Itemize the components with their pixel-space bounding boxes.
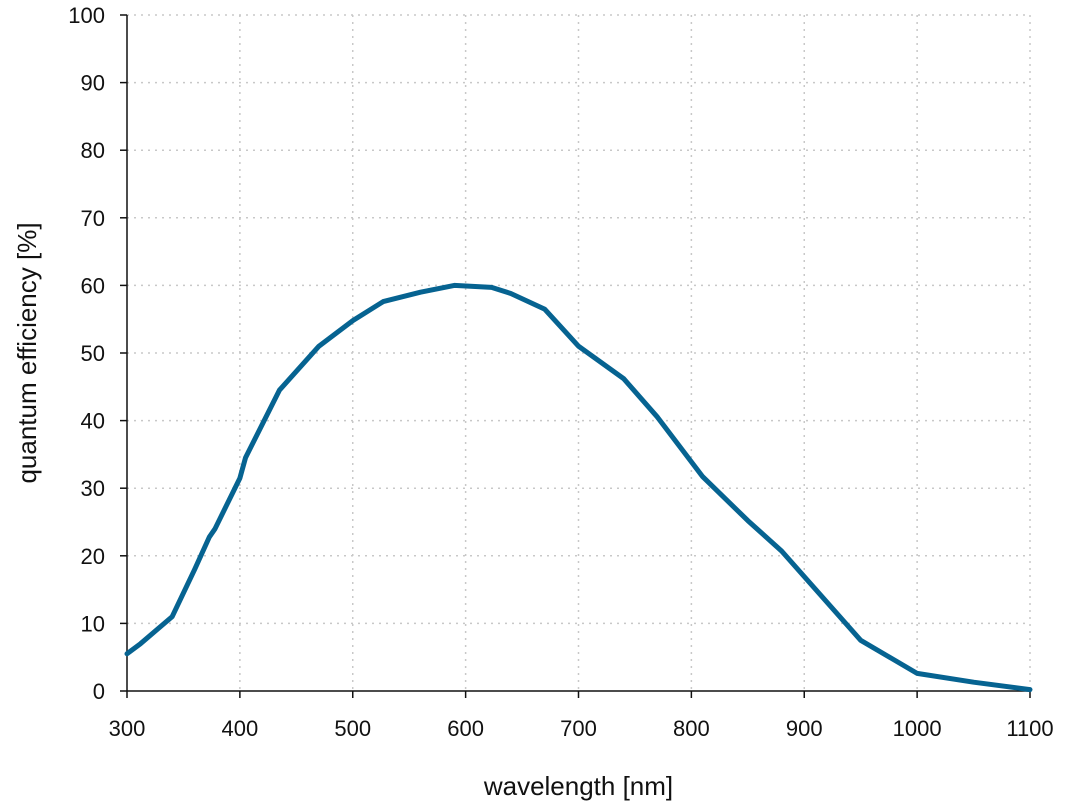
x-tick-label: 1100 [1006,716,1053,741]
x-tick-label: 800 [673,716,710,741]
tick-marks [120,14,1031,698]
y-tick-label: 90 [81,71,105,96]
y-tick-label: 80 [81,138,105,163]
x-tick-label: 600 [447,716,484,741]
y-tick-label: 0 [93,679,105,704]
x-tick-label: 900 [786,716,823,741]
x-tick-label: 300 [109,716,146,741]
x-axis-title: wavelength [nm] [483,771,673,801]
x-tick-label: 400 [222,716,259,741]
x-tick-label: 500 [334,716,371,741]
y-tick-label: 60 [81,273,105,298]
series-line [124,282,1033,693]
y-tick-label: 10 [81,611,105,636]
series-layer [124,282,1033,693]
y-tick-label: 70 [81,206,105,231]
x-tick-label: 700 [560,716,597,741]
y-tick-label: 50 [81,341,105,366]
y-tick-label: 20 [81,544,105,569]
x-tick-label: 1000 [893,716,942,741]
y-tick-label: 40 [81,409,105,434]
grid-lines [127,14,1031,691]
tick-labels: 300 400 500 600 700 800 900 1000 1100 0 10 20 30 40 50… [68,3,1053,741]
y-tick-label: 30 [81,476,105,501]
y-tick-label: 100 [68,3,105,28]
y-axis-title: quantum efficiency [%] [12,222,42,483]
